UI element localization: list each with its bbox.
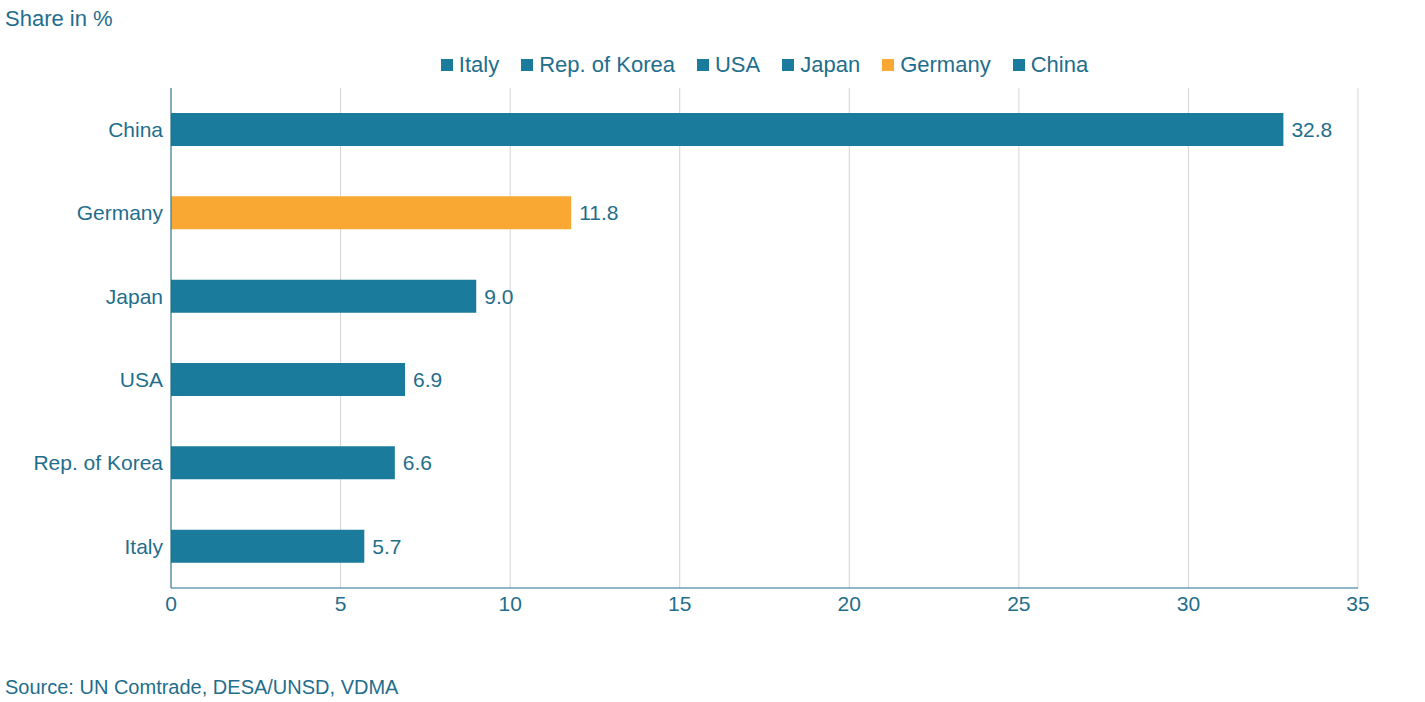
html-text:Rep. of Korea: Rep. of Korea [539,52,675,77]
html-text:USA: USA [715,52,761,77]
svg-text:USA: USA [120,368,163,391]
svg-text:6.9: 6.9 [413,368,442,391]
svg-text:0: 0 [165,592,177,615]
svg-text:11.8: 11.8 [579,201,618,224]
html-text:Share in %: Share in % [5,6,113,31]
html-text:Source: UN Comtrade, DESA/UNSD: Source: UN Comtrade, DESA/UNSD, VDMA [5,676,399,698]
svg-text:15: 15 [668,592,691,615]
svg-text:Japan: Japan [106,285,163,308]
svg-text:30: 30 [1177,592,1200,615]
svg-text:China: China [108,118,163,141]
svg-text:Rep. of Korea: Rep. of Korea [33,451,163,474]
svg-text:9.0: 9.0 [484,285,513,308]
svg-text:5.7: 5.7 [372,535,401,558]
html-text:Japan: Japan [800,52,861,77]
html-text:Italy: Italy [458,52,500,77]
svg-text:6.6: 6.6 [403,451,432,474]
svg-text:Germany: Germany [77,201,164,224]
svg-text:32.8: 32.8 [1291,118,1332,141]
svg-text:10: 10 [498,592,521,615]
svg-text:20: 20 [838,592,861,615]
html-text:Germany: Germany [900,52,991,77]
svg-text:Italy: Italy [124,535,163,558]
html-text:China: China [1030,52,1089,77]
svg-text:35: 35 [1346,592,1369,615]
svg-text:5: 5 [335,592,347,615]
svg-text:25: 25 [1007,592,1030,615]
